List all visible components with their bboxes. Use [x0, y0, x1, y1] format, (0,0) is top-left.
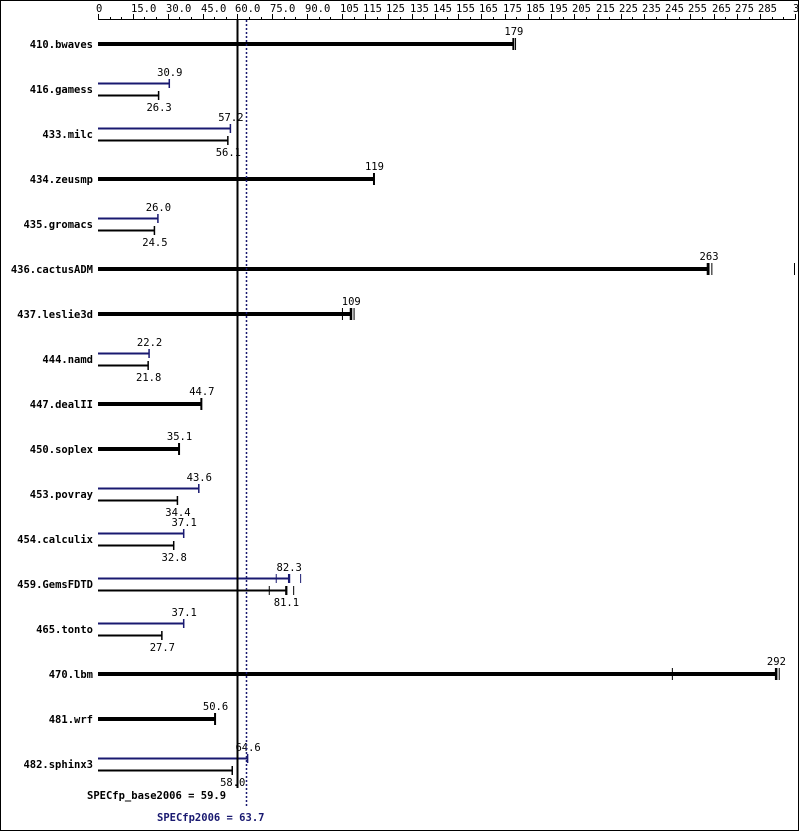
x-tick-label: 275: [735, 3, 754, 15]
base-value-label: 32.8: [162, 552, 187, 564]
x-tick-label: 15.0: [131, 3, 156, 15]
peak-value-label: 82.3: [277, 562, 302, 574]
base-value-label: 58.0: [220, 777, 245, 789]
benchmark-row: 436.cactusADM 263: [11, 251, 795, 276]
benchmark-row: 481.wrf 50.6: [49, 701, 228, 726]
peak-value-label: 22.2: [137, 337, 162, 349]
benchmark-row: 437.leslie3d 109: [17, 296, 361, 321]
base-value-label: 44.7: [189, 386, 214, 398]
benchmark-name: 454.calculix: [17, 534, 94, 546]
peak-value-label: 57.2: [218, 112, 243, 124]
x-tick-label: 105: [340, 3, 359, 15]
benchmark-row: 465.tonto 37.1 27.7: [36, 607, 197, 654]
benchmark-row: 435.gromacs 26.0 24.5: [23, 202, 171, 249]
benchmark-name: 447.dealII: [30, 399, 93, 411]
x-tick-label: 175: [503, 3, 522, 15]
benchmark-row: 459.GemsFDTD 82.3 81.1: [17, 562, 302, 609]
x-tick-label: 30.0: [166, 3, 191, 15]
x-tick-label: 45.0: [201, 3, 226, 15]
base-value-label: 34.4: [165, 507, 190, 519]
peak-value-label: 64.6: [235, 742, 260, 754]
x-tick-label: 75.0: [270, 3, 295, 15]
x-tick-label: 125: [386, 3, 405, 15]
benchmark-name: 416.gamess: [30, 84, 93, 96]
benchmark-row: 470.lbm 292: [49, 656, 786, 681]
benchmark-name: 481.wrf: [49, 714, 93, 726]
benchmark-bars: 410.bwaves 179 416.gamess 30.9 26.3 433.milc 5…: [11, 26, 795, 789]
benchmark-name: 434.zeusmp: [30, 174, 93, 186]
x-tick-label: 195: [549, 3, 568, 15]
benchmark-name: 437.leslie3d: [17, 309, 93, 321]
benchmark-row: 444.namd 22.2 21.8: [42, 337, 162, 384]
peak-value-label: 30.9: [157, 67, 182, 79]
base-value-label: 292: [767, 656, 786, 668]
benchmark-row: 454.calculix 37.1 32.8: [17, 517, 197, 564]
x-tick-label: 0: [96, 3, 102, 15]
x-tick-label: 235: [642, 3, 661, 15]
base-value-label: 50.6: [203, 701, 228, 713]
x-tick-label: 255: [688, 3, 707, 15]
peak-value-label: 26.0: [146, 202, 171, 214]
base-value-label: 35.1: [167, 431, 192, 443]
x-tick-label: 265: [712, 3, 731, 15]
base-value-label: 27.7: [150, 642, 175, 654]
x-axis: 0 15.0 30.0 45.0 60.0 75.0 90.0 105 115 125 135 145…: [96, 3, 799, 20]
peak-value-label: 37.1: [172, 607, 197, 619]
x-tick-label: 300: [793, 3, 799, 15]
base-reference-label: SPECfp_base2006 = 59.9: [87, 790, 226, 802]
benchmark-name: 459.GemsFDTD: [17, 579, 93, 591]
benchmark-name: 453.povray: [30, 489, 94, 501]
x-tick-label: 115: [363, 3, 382, 15]
base-value-label: 21.8: [136, 372, 161, 384]
benchmark-name: 410.bwaves: [30, 39, 93, 51]
x-tick-label: 60.0: [235, 3, 260, 15]
benchmark-name: 482.sphinx3: [23, 759, 93, 771]
benchmark-row: 434.zeusmp 119: [30, 161, 384, 186]
benchmark-row: 416.gamess 30.9 26.3: [30, 67, 183, 114]
benchmark-row: 450.soplex 35.1: [30, 431, 192, 456]
peak-reference-label: SPECfp2006 = 63.7: [157, 812, 264, 824]
x-tick-label: 245: [665, 3, 684, 15]
benchmark-name: 436.cactusADM: [11, 264, 93, 276]
x-tick-label: 165: [479, 3, 498, 15]
x-tick-label: 185: [526, 3, 545, 15]
x-tick-label: 145: [433, 3, 452, 15]
x-tick-label: 225: [619, 3, 638, 15]
base-value-label: 109: [342, 296, 361, 308]
benchmark-row: 453.povray 43.6 34.4: [30, 472, 212, 519]
base-value-label: 24.5: [142, 237, 167, 249]
x-tick-label: 135: [410, 3, 429, 15]
x-tick-label: 90.0: [305, 3, 330, 15]
base-value-label: 263: [700, 251, 719, 263]
base-value-label: 179: [504, 26, 523, 38]
benchmark-name: 444.namd: [42, 354, 93, 366]
benchmark-name: 465.tonto: [36, 624, 93, 636]
peak-value-label: 43.6: [187, 472, 212, 484]
x-tick-label: 215: [596, 3, 615, 15]
benchmark-name: 433.milc: [42, 129, 93, 141]
base-value-label: 56.1: [216, 147, 241, 159]
x-tick-label: 155: [456, 3, 475, 15]
x-tick-label: 285: [758, 3, 777, 15]
reference-lines: SPECfp_base2006 = 59.9 SPECfp2006 = 63.7: [87, 20, 264, 824]
peak-value-label: 37.1: [172, 517, 197, 529]
base-value-label: 81.1: [274, 597, 299, 609]
benchmark-name: 450.soplex: [30, 444, 94, 456]
base-value-label: 26.3: [146, 102, 171, 114]
benchmark-row: 410.bwaves 179: [30, 26, 524, 51]
benchmark-name: 435.gromacs: [23, 219, 93, 231]
benchmark-name: 470.lbm: [49, 669, 93, 681]
x-tick-label: 205: [572, 3, 591, 15]
base-value-label: 119: [365, 161, 384, 173]
benchmark-row: 482.sphinx3 64.6 58.0: [23, 742, 260, 789]
benchmark-row: 447.dealII 44.7: [30, 386, 215, 411]
